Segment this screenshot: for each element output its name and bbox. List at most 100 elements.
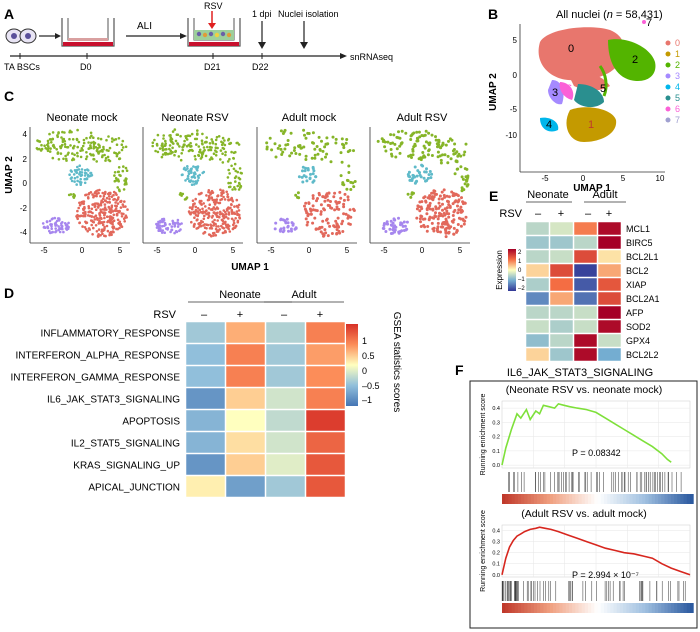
umap-point — [79, 149, 82, 152]
umap-point — [424, 129, 428, 133]
umap-point — [103, 234, 106, 238]
umap-point — [311, 204, 315, 208]
panel-b: B All nuclei (n = 58,431) 5 0 -5 -10 -5 … — [488, 6, 680, 194]
umap-point — [121, 146, 125, 149]
umap-point — [324, 155, 327, 159]
umap-point — [121, 203, 125, 206]
umap-point — [438, 194, 442, 198]
legend-label: 4 — [675, 82, 680, 92]
umap-point — [459, 217, 463, 221]
umap-point — [78, 221, 81, 225]
umap-point — [265, 141, 269, 145]
umap-point — [444, 143, 448, 147]
umap-point — [279, 129, 283, 133]
umap-point — [334, 137, 338, 141]
umap-point — [105, 224, 109, 228]
umap-point — [153, 138, 156, 142]
umap-point — [91, 193, 94, 196]
umap-point — [336, 216, 340, 220]
umap-point — [304, 158, 308, 161]
umap-point — [43, 226, 47, 229]
umap-point — [455, 150, 459, 154]
expr-cell — [573, 319, 598, 334]
gsea-cell — [305, 475, 346, 498]
umap-point — [221, 141, 225, 145]
umap-c-ylabel: UMAP 2 — [4, 156, 15, 194]
cluster-label: 3 — [552, 87, 558, 99]
expr-cell — [549, 333, 574, 348]
umap-point — [116, 152, 119, 156]
gsea-cell — [185, 321, 226, 344]
gsea-row-label: INTERFERON_GAMMA_RESPONSE — [11, 373, 181, 384]
umap-point — [348, 208, 352, 212]
umap-point — [335, 231, 339, 235]
umap-point — [69, 177, 73, 180]
umap-point — [230, 150, 233, 154]
ytick: 0.0 — [492, 573, 500, 579]
umap-point — [61, 221, 64, 224]
expr-cell — [525, 249, 550, 264]
d-sign-row: – + – + — [201, 309, 323, 321]
umap-point — [176, 142, 179, 145]
umap-point — [283, 147, 287, 151]
d-group-adult: Adult — [291, 289, 316, 301]
umap-point — [88, 136, 92, 139]
umap-point — [413, 144, 417, 148]
umap-point — [67, 221, 70, 225]
umap-point — [110, 137, 114, 140]
umap-point — [208, 197, 211, 201]
umap-point — [55, 148, 58, 151]
umap-point — [226, 160, 230, 163]
umap-point — [120, 143, 124, 146]
umap-point — [233, 226, 236, 229]
umap-point — [126, 208, 129, 211]
umap-point — [48, 150, 52, 153]
umap-point — [278, 144, 282, 148]
umap-point — [282, 226, 286, 230]
expression-heatmap: MCL1 BIRC5 BCL2L1 BCL2 XIAP BCL2A1 AFP SOD2 GPX4… — [525, 221, 660, 362]
umap-point — [238, 213, 241, 217]
umap-point — [398, 151, 402, 155]
umap-point — [313, 216, 317, 220]
gsea-cell — [305, 321, 346, 344]
umap-point — [162, 137, 165, 140]
gsea-plot: (Neonate RSV vs. neonate mock) 0.4 0.3 0.2 0… — [480, 384, 694, 504]
gsea-cell — [225, 431, 266, 454]
umap-point — [221, 226, 224, 229]
umap-point — [187, 172, 191, 176]
umap-point — [73, 180, 76, 183]
umap-point — [399, 141, 403, 145]
umap-point — [237, 209, 241, 212]
umap-point — [107, 149, 110, 152]
xtick: -5 — [40, 246, 48, 255]
expr-cell — [597, 347, 622, 362]
umap-point — [102, 220, 106, 224]
umap-point — [79, 177, 82, 181]
umap-point — [420, 134, 424, 137]
umap-c-panel: Adult mock -5 0 5 — [256, 112, 357, 255]
umap-point — [203, 214, 206, 218]
umap-point — [175, 230, 179, 234]
umap-point — [444, 230, 448, 234]
umap-point — [91, 153, 95, 156]
umap-point — [103, 153, 106, 157]
gsea-cell — [305, 387, 346, 410]
gsea-row-label: IL6_JAK_STAT3_SIGNALING — [47, 395, 180, 406]
umap-point — [190, 220, 193, 224]
umap-point — [324, 231, 328, 235]
umap-point — [108, 201, 111, 204]
umap-point — [115, 154, 119, 158]
legend-label: 7 — [675, 115, 680, 125]
umap-point — [281, 150, 285, 154]
umap-point — [85, 177, 89, 181]
umap-point — [452, 218, 456, 222]
umap-point — [448, 137, 452, 141]
umap-point — [342, 202, 346, 206]
umap-point — [210, 196, 213, 199]
umap-point — [43, 144, 46, 147]
umap-point — [452, 226, 456, 230]
umap-point — [44, 146, 47, 150]
umap-point — [117, 188, 121, 191]
umap-point — [307, 202, 311, 205]
umap-point — [192, 165, 195, 168]
